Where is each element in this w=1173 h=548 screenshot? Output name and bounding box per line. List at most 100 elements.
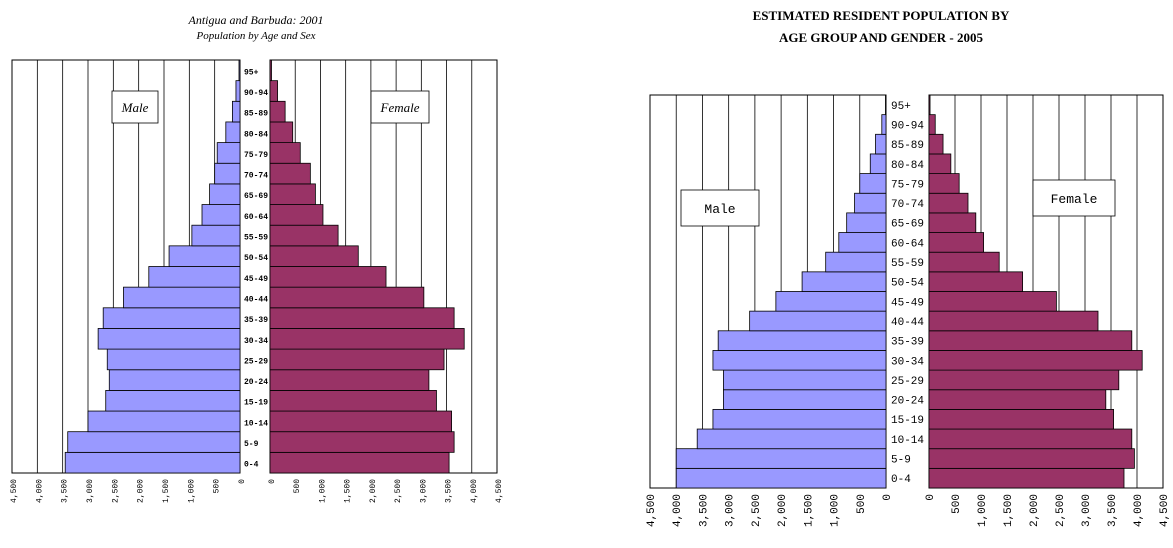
age-group-label: 65-69 [244,192,268,201]
female-tick-label: 1,000 [318,479,327,503]
male-tick-label: 0 [882,494,894,501]
age-group-label: 95+ [891,101,911,113]
age-group-label: 40-44 [244,295,268,304]
male-bar [108,369,241,391]
female-bar [269,162,311,185]
female-tick-label: 2,500 [394,479,403,503]
age-group-label: 95+ [244,68,259,77]
male-tick-label: 4,500 [646,494,658,527]
age-group-label: 10-14 [891,435,924,447]
female-legend-box [370,90,430,124]
female-bar [928,448,1135,469]
female-bar [269,183,316,205]
male-bar [209,183,241,205]
female-bar [269,410,453,433]
female-legend-box [1032,179,1116,217]
male-bar [225,121,241,143]
female-bar [269,286,425,309]
male-tick-label: 2,000 [137,479,146,503]
female-bar [269,307,455,329]
age-group-label: 35-39 [891,337,924,349]
female-tick-label: 4,000 [1133,494,1145,527]
female-tick-label: 0 [925,494,937,501]
female-bar [928,428,1133,450]
female-legend-label: Female [1051,192,1098,207]
female-bar [928,310,1099,332]
male-bar [102,307,241,329]
male-tick-label: 3,500 [61,479,70,503]
male-bar [105,389,241,412]
female-bar [928,133,944,155]
female-bar [928,291,1057,312]
age-group-label: 60-64 [244,213,268,222]
male-bar [846,212,887,233]
male-bar [216,142,241,164]
male-tick-label: 500 [213,479,222,494]
male-bar [881,114,887,135]
female-tick-label: 1,500 [344,479,353,503]
age-group-label: 20-24 [244,378,268,387]
male-bar [191,224,241,247]
male-tick-label: 2,500 [111,479,120,503]
age-group-label: 90-94 [244,89,268,98]
female-tick-label: 2,500 [1055,494,1067,527]
age-group-label: 50-54 [891,278,924,290]
male-tick-label: 2,000 [777,494,789,527]
female-tick-label: 4,500 [495,479,504,503]
male-bar [238,59,241,82]
female-bar [269,348,445,371]
male-tick-label: 1,000 [830,494,842,527]
male-bar [123,286,241,309]
male-legend-label: Male [121,100,149,115]
female-tick-label: 2,000 [369,479,378,503]
age-group-label: 60-64 [891,238,924,250]
age-group-label: 35-39 [244,316,268,325]
female-bar [269,369,430,391]
age-group-label: 85-89 [891,140,924,152]
male-bar [168,245,241,267]
female-bar [928,114,936,135]
age-group-label: 40-44 [891,317,924,329]
female-bar [928,350,1143,371]
male-bar [712,350,887,371]
female-tick-label: 3,500 [1107,494,1119,527]
male-bar [67,431,241,453]
male-tick-label: 1,500 [803,494,815,527]
female-tick-label: 1,500 [1003,494,1015,527]
male-bar [825,251,887,273]
male-bar [854,192,887,214]
age-group-label: 70-74 [891,199,924,211]
age-group-label: 55-59 [244,234,268,243]
male-tick-label: 1,500 [162,479,171,503]
male-bar [869,153,887,174]
female-tick-label: 4,500 [1159,494,1171,527]
male-tick-label: 4,000 [672,494,684,527]
male-bar [201,204,241,226]
male-tick-label: 4,000 [35,479,44,503]
male-bar [214,162,241,185]
age-group-label: 15-19 [244,399,268,408]
female-tick-label: 500 [293,479,302,494]
age-group-label: 75-79 [891,179,924,191]
age-group-label: 0-4 [244,461,259,470]
age-group-label: 50-54 [244,254,268,263]
male-tick-label: 3,500 [698,494,710,527]
female-bar [928,467,1125,489]
female-tick-label: 3,000 [1081,494,1093,527]
female-tick-label: 500 [951,494,963,514]
female-bar [269,224,339,247]
chart2-pyramid: 0 0 500 500 1,000 1,000 1,500 1,500 2,000 2,000 2,… [646,94,1171,527]
female-bar [269,328,465,350]
age-group-label: 80-84 [891,160,924,172]
female-bar [928,271,1023,292]
female-bar [928,251,1000,273]
male-bar [749,310,887,332]
female-bar [928,153,952,174]
male-legend-box [680,189,760,227]
age-group-label: 30-34 [891,356,924,368]
male-bar [675,467,887,489]
male-bar [801,271,887,292]
male-tick-label: 1,000 [187,479,196,503]
male-tick-label: 2,500 [751,494,763,527]
